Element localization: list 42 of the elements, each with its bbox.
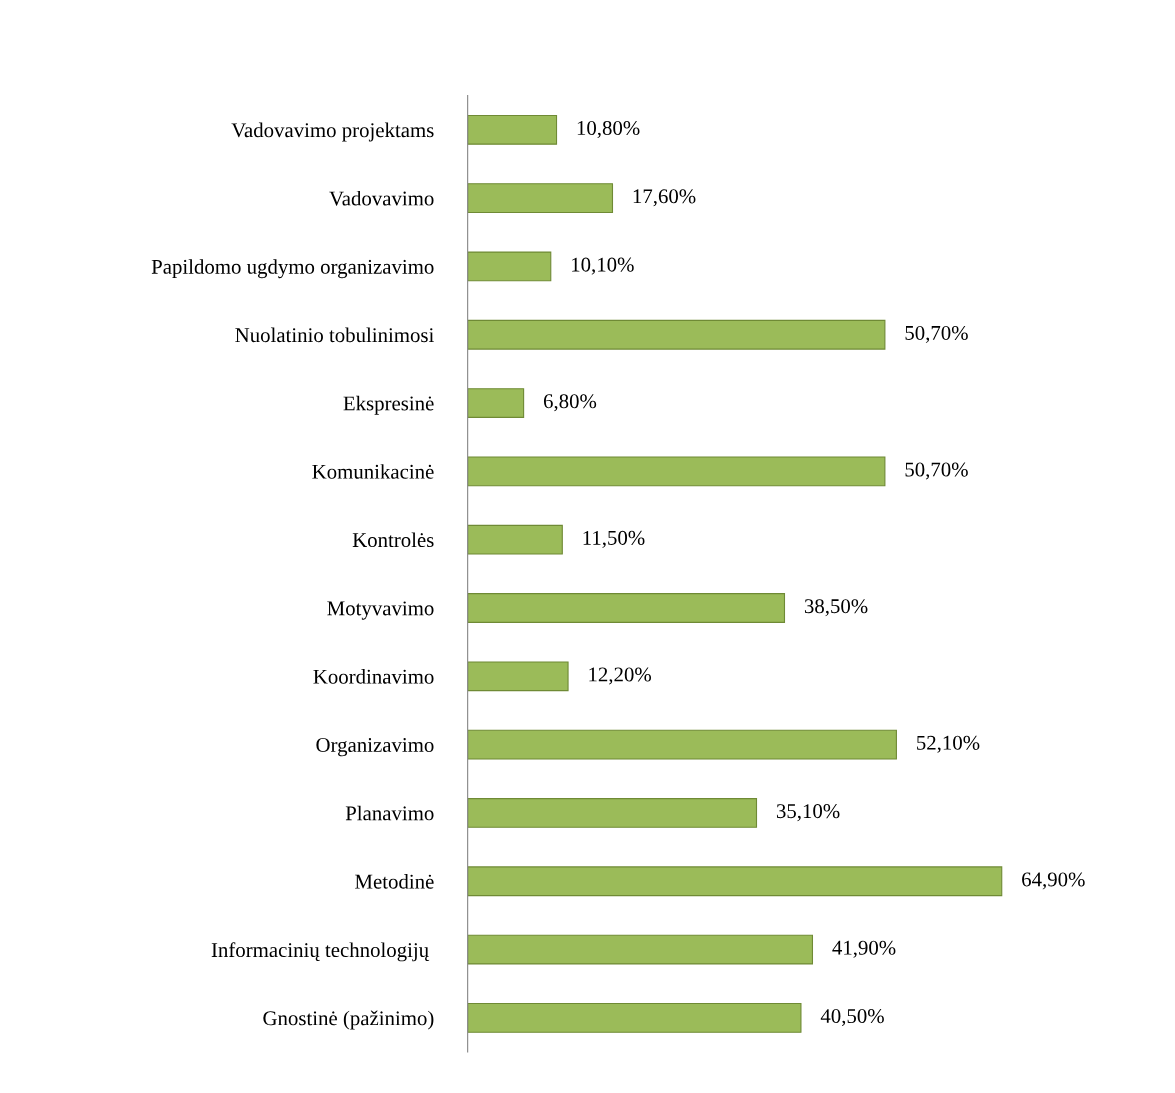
bar <box>467 934 814 965</box>
data-label: 64,90% <box>1022 872 1085 890</box>
data-label: 10,80% <box>577 120 640 139</box>
y-tick-label: Planavimo <box>345 805 434 821</box>
bar <box>467 319 886 350</box>
data-label: 35,10% <box>776 804 840 822</box>
data-label: 41,90% <box>832 940 896 958</box>
y-tick-label: Nuolatinio tobulinimosi <box>235 327 434 343</box>
y-tick-label: Vadovavimo projektams <box>231 122 434 142</box>
y-tick-label: Ekspresinė <box>343 395 434 415</box>
bar <box>467 388 525 418</box>
data-label: 40,50% <box>820 1009 884 1027</box>
data-label: 12,20% <box>589 667 652 685</box>
data-label: 38,50% <box>804 599 868 617</box>
bar <box>467 593 786 623</box>
data-label: 10,10% <box>572 257 634 275</box>
y-tick-label: Papildomo ugdymo organizavimo <box>151 259 434 279</box>
y-tick-label: Organizavimo <box>316 738 434 757</box>
bar <box>467 798 758 828</box>
y-tick-label: Informacinių technologijų <box>211 942 430 962</box>
y-tick-label: Gnostinė (pažinimo) <box>263 1010 434 1030</box>
data-label: 17,60% <box>633 189 696 207</box>
y-tick-label: Motyvavimo <box>327 601 434 620</box>
bar <box>467 114 558 145</box>
data-label: 50,70% <box>905 325 968 343</box>
y-tick-label: Kontrolės <box>352 532 434 548</box>
y-tick-label: Vadovavimo <box>329 190 434 206</box>
bar <box>467 729 897 760</box>
y-tick-label: Metodinė <box>355 874 434 889</box>
bar <box>467 1002 802 1033</box>
data-label: 52,10% <box>917 735 980 753</box>
y-tick-label: Koordinavimo <box>313 669 434 684</box>
data-label: 11,50% <box>583 530 645 548</box>
y-tick-label: Komunikacinė <box>312 464 434 479</box>
bar <box>467 524 563 555</box>
bar <box>467 251 552 282</box>
bar <box>467 866 1003 897</box>
bar <box>467 456 886 487</box>
data-label: 6,80% <box>543 394 597 412</box>
bar <box>467 183 614 214</box>
bar <box>467 661 569 692</box>
data-label: 50,70% <box>905 462 968 480</box>
